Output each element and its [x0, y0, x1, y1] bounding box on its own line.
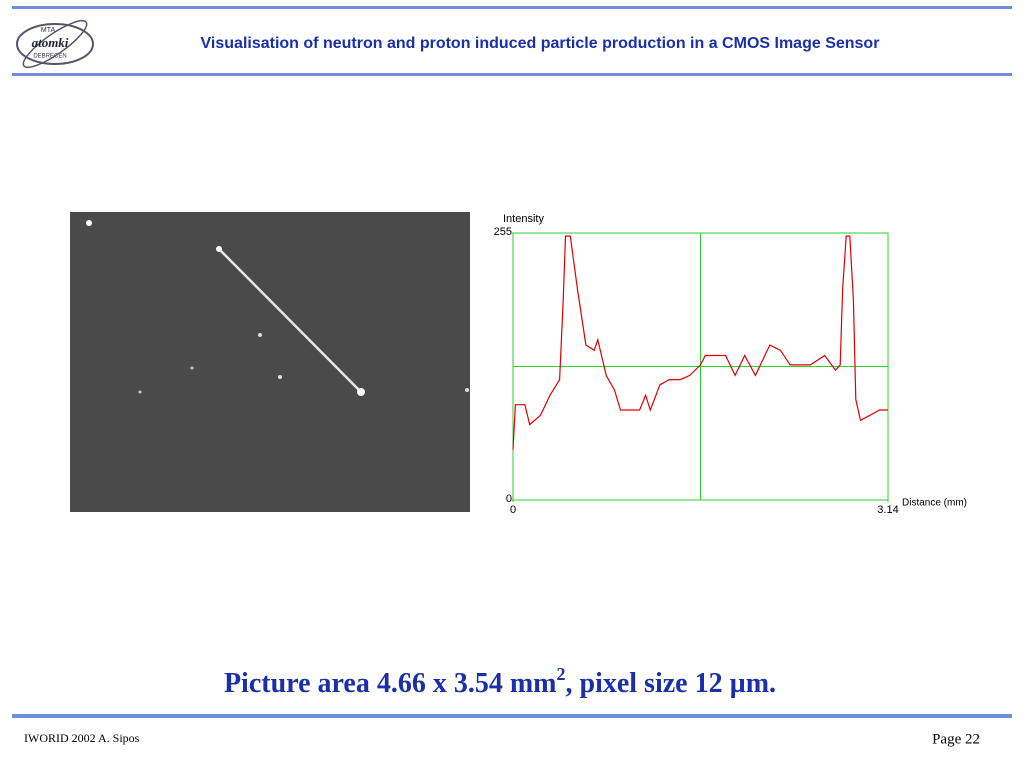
particle-spot — [278, 375, 282, 379]
intensity-line — [512, 235, 888, 450]
caption-text: Picture area 4.66 x 3.54 mm — [224, 668, 557, 699]
page-number: Page 22 — [932, 731, 980, 747]
particle-spot — [258, 333, 262, 337]
logo-orbit — [22, 19, 88, 69]
footer-left: IWORID 2002 A. Sipos — [24, 731, 140, 745]
caption-superscript: 2 — [557, 664, 566, 684]
particle-track — [218, 248, 362, 393]
caption: Picture area 4.66 x 3.54 mm2, pixel size… — [224, 664, 776, 699]
particle-spot — [216, 246, 222, 252]
logo: MTA atomki DEBRECEN — [16, 19, 94, 69]
slide-title: Visualisation of neutron and proton indu… — [201, 35, 880, 52]
image-background — [70, 212, 470, 512]
y-tick-label: 0 — [506, 493, 512, 505]
intensity-profile: Intensity Distance (mm) 0 255 0 3.14 — [494, 213, 967, 516]
x-tick-label: 0 — [510, 504, 516, 516]
logo-text: MTA — [41, 27, 56, 34]
caption-unit: µm. — [730, 668, 776, 699]
caption-text: , pixel size 12 — [566, 668, 730, 699]
header-rule-top — [12, 6, 1012, 9]
footer-rule — [12, 714, 1012, 718]
detector-image — [70, 212, 470, 512]
particle-spot — [86, 220, 92, 226]
header-rule-bottom — [12, 73, 1012, 76]
particle-spot — [190, 366, 194, 370]
particle-spot — [138, 390, 142, 394]
particle-spot — [465, 388, 469, 392]
logo-text: atomki — [32, 35, 69, 50]
y-axis-label: Intensity — [503, 213, 544, 225]
particle-spot — [357, 388, 365, 396]
y-tick-label: 255 — [494, 226, 512, 238]
logo-text: DEBRECEN — [33, 54, 66, 60]
x-tick-label: 3.14 — [877, 504, 898, 516]
logo-ring — [16, 23, 94, 65]
x-axis-label: Distance (mm) — [902, 498, 967, 509]
